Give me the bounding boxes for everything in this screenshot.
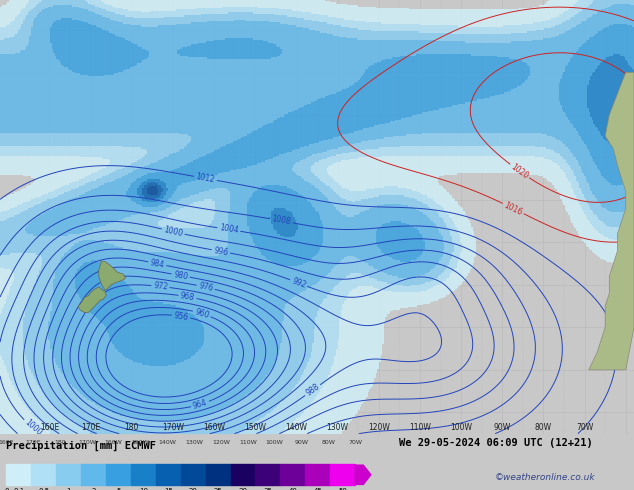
Text: 70W: 70W: [348, 441, 362, 445]
Text: 160E: 160E: [40, 422, 59, 432]
Text: 1: 1: [67, 488, 71, 490]
Text: 10: 10: [139, 488, 148, 490]
Text: 50: 50: [338, 488, 347, 490]
Bar: [56, 464, 81, 486]
Text: 110W: 110W: [239, 441, 257, 445]
Text: 160E: 160E: [0, 441, 14, 445]
Text: 956: 956: [173, 311, 189, 322]
Polygon shape: [589, 73, 634, 370]
Text: 140W: 140W: [285, 422, 307, 432]
Text: 972: 972: [153, 281, 168, 292]
Text: 968: 968: [179, 291, 195, 302]
Bar: [231, 464, 256, 486]
Text: 984: 984: [149, 258, 165, 270]
Text: 25: 25: [214, 488, 223, 490]
Text: 1000: 1000: [163, 225, 184, 238]
Text: 180: 180: [124, 422, 139, 432]
Text: 150W: 150W: [244, 422, 266, 432]
Bar: [205, 464, 231, 486]
Bar: [131, 464, 156, 486]
Text: 5: 5: [116, 488, 120, 490]
Text: 90W: 90W: [494, 422, 511, 432]
Text: 0.1: 0.1: [13, 488, 25, 490]
Text: 35: 35: [264, 488, 272, 490]
Text: 1004: 1004: [219, 223, 239, 235]
Text: 0.5: 0.5: [38, 488, 49, 490]
Text: 1012: 1012: [195, 172, 216, 185]
Bar: [156, 464, 181, 486]
Text: 90W: 90W: [294, 441, 308, 445]
Text: 1008: 1008: [271, 215, 292, 227]
Text: 30: 30: [238, 488, 247, 490]
Text: 45: 45: [313, 488, 322, 490]
Bar: [31, 464, 56, 486]
Text: 1020: 1020: [509, 162, 530, 180]
Bar: [6, 464, 31, 486]
Polygon shape: [78, 287, 107, 313]
Text: 170E: 170E: [81, 422, 100, 432]
Bar: [305, 464, 330, 486]
Text: 980: 980: [172, 270, 188, 281]
Text: 140W: 140W: [158, 441, 176, 445]
Text: 15: 15: [164, 488, 172, 490]
Text: 1016: 1016: [503, 200, 524, 217]
Bar: [181, 464, 205, 486]
Text: 80W: 80W: [321, 441, 335, 445]
Bar: [330, 464, 355, 486]
Text: 80W: 80W: [535, 422, 552, 432]
Text: 120W: 120W: [212, 441, 230, 445]
Text: 960: 960: [193, 307, 210, 320]
Text: 180: 180: [54, 441, 66, 445]
Text: 130W: 130W: [185, 441, 203, 445]
Text: 20: 20: [189, 488, 198, 490]
Bar: [280, 464, 305, 486]
Text: 996: 996: [213, 245, 229, 257]
Text: 170W: 170W: [78, 441, 96, 445]
Text: 100W: 100W: [450, 422, 472, 432]
Text: 120W: 120W: [368, 422, 390, 432]
Text: 992: 992: [290, 276, 307, 290]
Text: 1000: 1000: [22, 418, 43, 438]
Polygon shape: [99, 261, 126, 290]
Text: 110W: 110W: [409, 422, 431, 432]
Text: 40: 40: [288, 488, 297, 490]
Text: Precipitation [mm] ECMWF: Precipitation [mm] ECMWF: [6, 441, 157, 451]
Text: 0: 0: [4, 488, 9, 490]
Text: 964: 964: [192, 398, 209, 411]
Text: 100W: 100W: [266, 441, 283, 445]
FancyArrow shape: [355, 465, 371, 485]
Text: 976: 976: [198, 281, 214, 293]
Text: We 29-05-2024 06:09 UTC (12+21): We 29-05-2024 06:09 UTC (12+21): [399, 438, 593, 448]
Bar: [256, 464, 280, 486]
Text: 150W: 150W: [132, 441, 150, 445]
Text: 2: 2: [91, 488, 96, 490]
Bar: [81, 464, 106, 486]
Text: 170E: 170E: [25, 441, 41, 445]
Text: 130W: 130W: [327, 422, 349, 432]
Bar: [106, 464, 131, 486]
Text: ©weatheronline.co.uk: ©weatheronline.co.uk: [495, 472, 595, 482]
Text: 160W: 160W: [203, 422, 225, 432]
Text: 988: 988: [304, 382, 321, 398]
Text: 70W: 70W: [576, 422, 593, 432]
Text: 160W: 160W: [105, 441, 122, 445]
Text: 170W: 170W: [162, 422, 184, 432]
